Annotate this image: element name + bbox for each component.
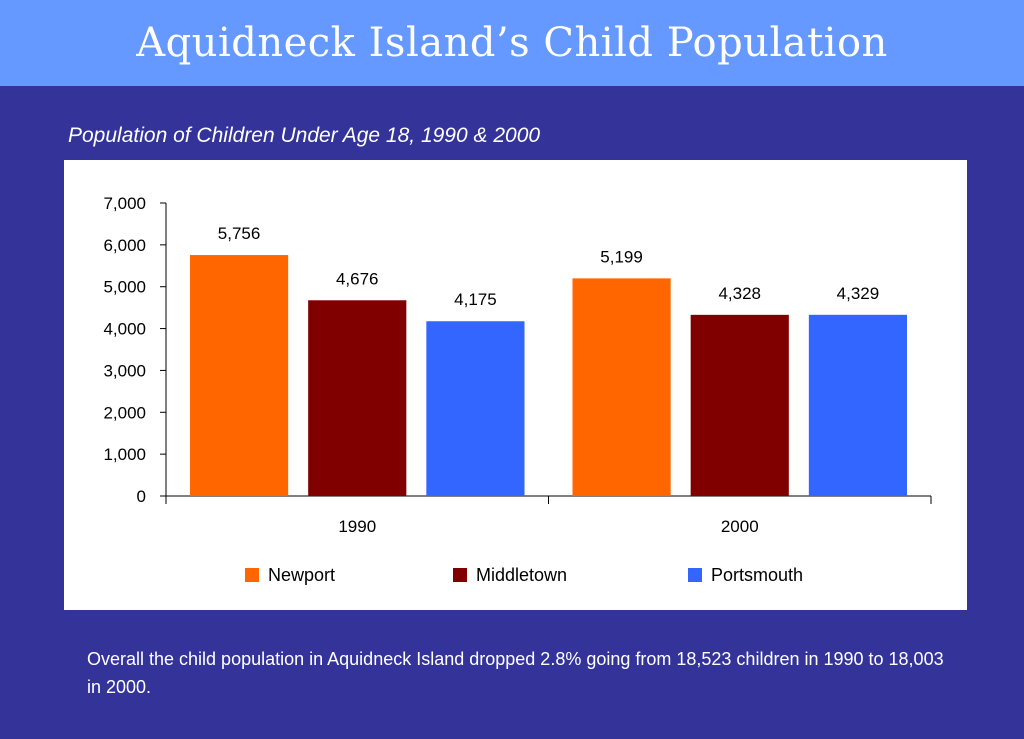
data-label: 4,676 — [336, 269, 379, 288]
bar-middletown-1990 — [308, 300, 407, 496]
chart-panel: 0 1,000 2,000 3,000 4,000 5,000 6,000 7,000 1990… — [64, 160, 967, 610]
data-label: 4,175 — [454, 290, 497, 309]
legend-swatch-newport — [245, 568, 259, 582]
bar-middletown-2000 — [690, 314, 789, 496]
legend-swatch-portsmouth — [688, 568, 702, 582]
x-tick-label: 2000 — [721, 517, 759, 536]
title-bar: Aquidneck Island’s Child Population — [0, 0, 1024, 86]
data-label: 5,756 — [218, 224, 261, 243]
bar-portsmouth-1990 — [426, 321, 525, 496]
legend-label-newport: Newport — [268, 565, 335, 585]
y-tick-label: 7,000 — [103, 194, 146, 213]
summary-caption: Overall the child population in Aquidnec… — [87, 649, 944, 697]
y-tick-label: 4,000 — [103, 320, 146, 339]
bar-portsmouth-2000 — [808, 314, 907, 496]
x-tick-label: 1990 — [338, 517, 376, 536]
legend-label-portsmouth: Portsmouth — [711, 565, 803, 585]
y-tick-label: 2,000 — [103, 403, 146, 422]
data-label: 5,199 — [600, 247, 643, 266]
bar-chart: 0 1,000 2,000 3,000 4,000 5,000 6,000 7,000 1990… — [103, 194, 932, 585]
chart-subtitle: Population of Children Under Age 18, 199… — [68, 124, 541, 147]
bar-newport-2000 — [572, 278, 671, 496]
y-tick-label: 6,000 — [103, 236, 146, 255]
y-tick-label: 0 — [137, 487, 146, 506]
bar-newport-1990 — [190, 255, 289, 496]
y-tick-label: 1,000 — [103, 445, 146, 464]
data-label: 4,329 — [837, 284, 880, 303]
legend-label-middletown: Middletown — [476, 565, 567, 585]
slide-title: Aquidneck Island’s Child Population — [136, 20, 888, 66]
legend-swatch-middletown — [453, 568, 467, 582]
data-label: 4,328 — [718, 284, 761, 303]
y-tick-label: 5,000 — [103, 278, 146, 297]
y-tick-label: 3,000 — [103, 361, 146, 380]
